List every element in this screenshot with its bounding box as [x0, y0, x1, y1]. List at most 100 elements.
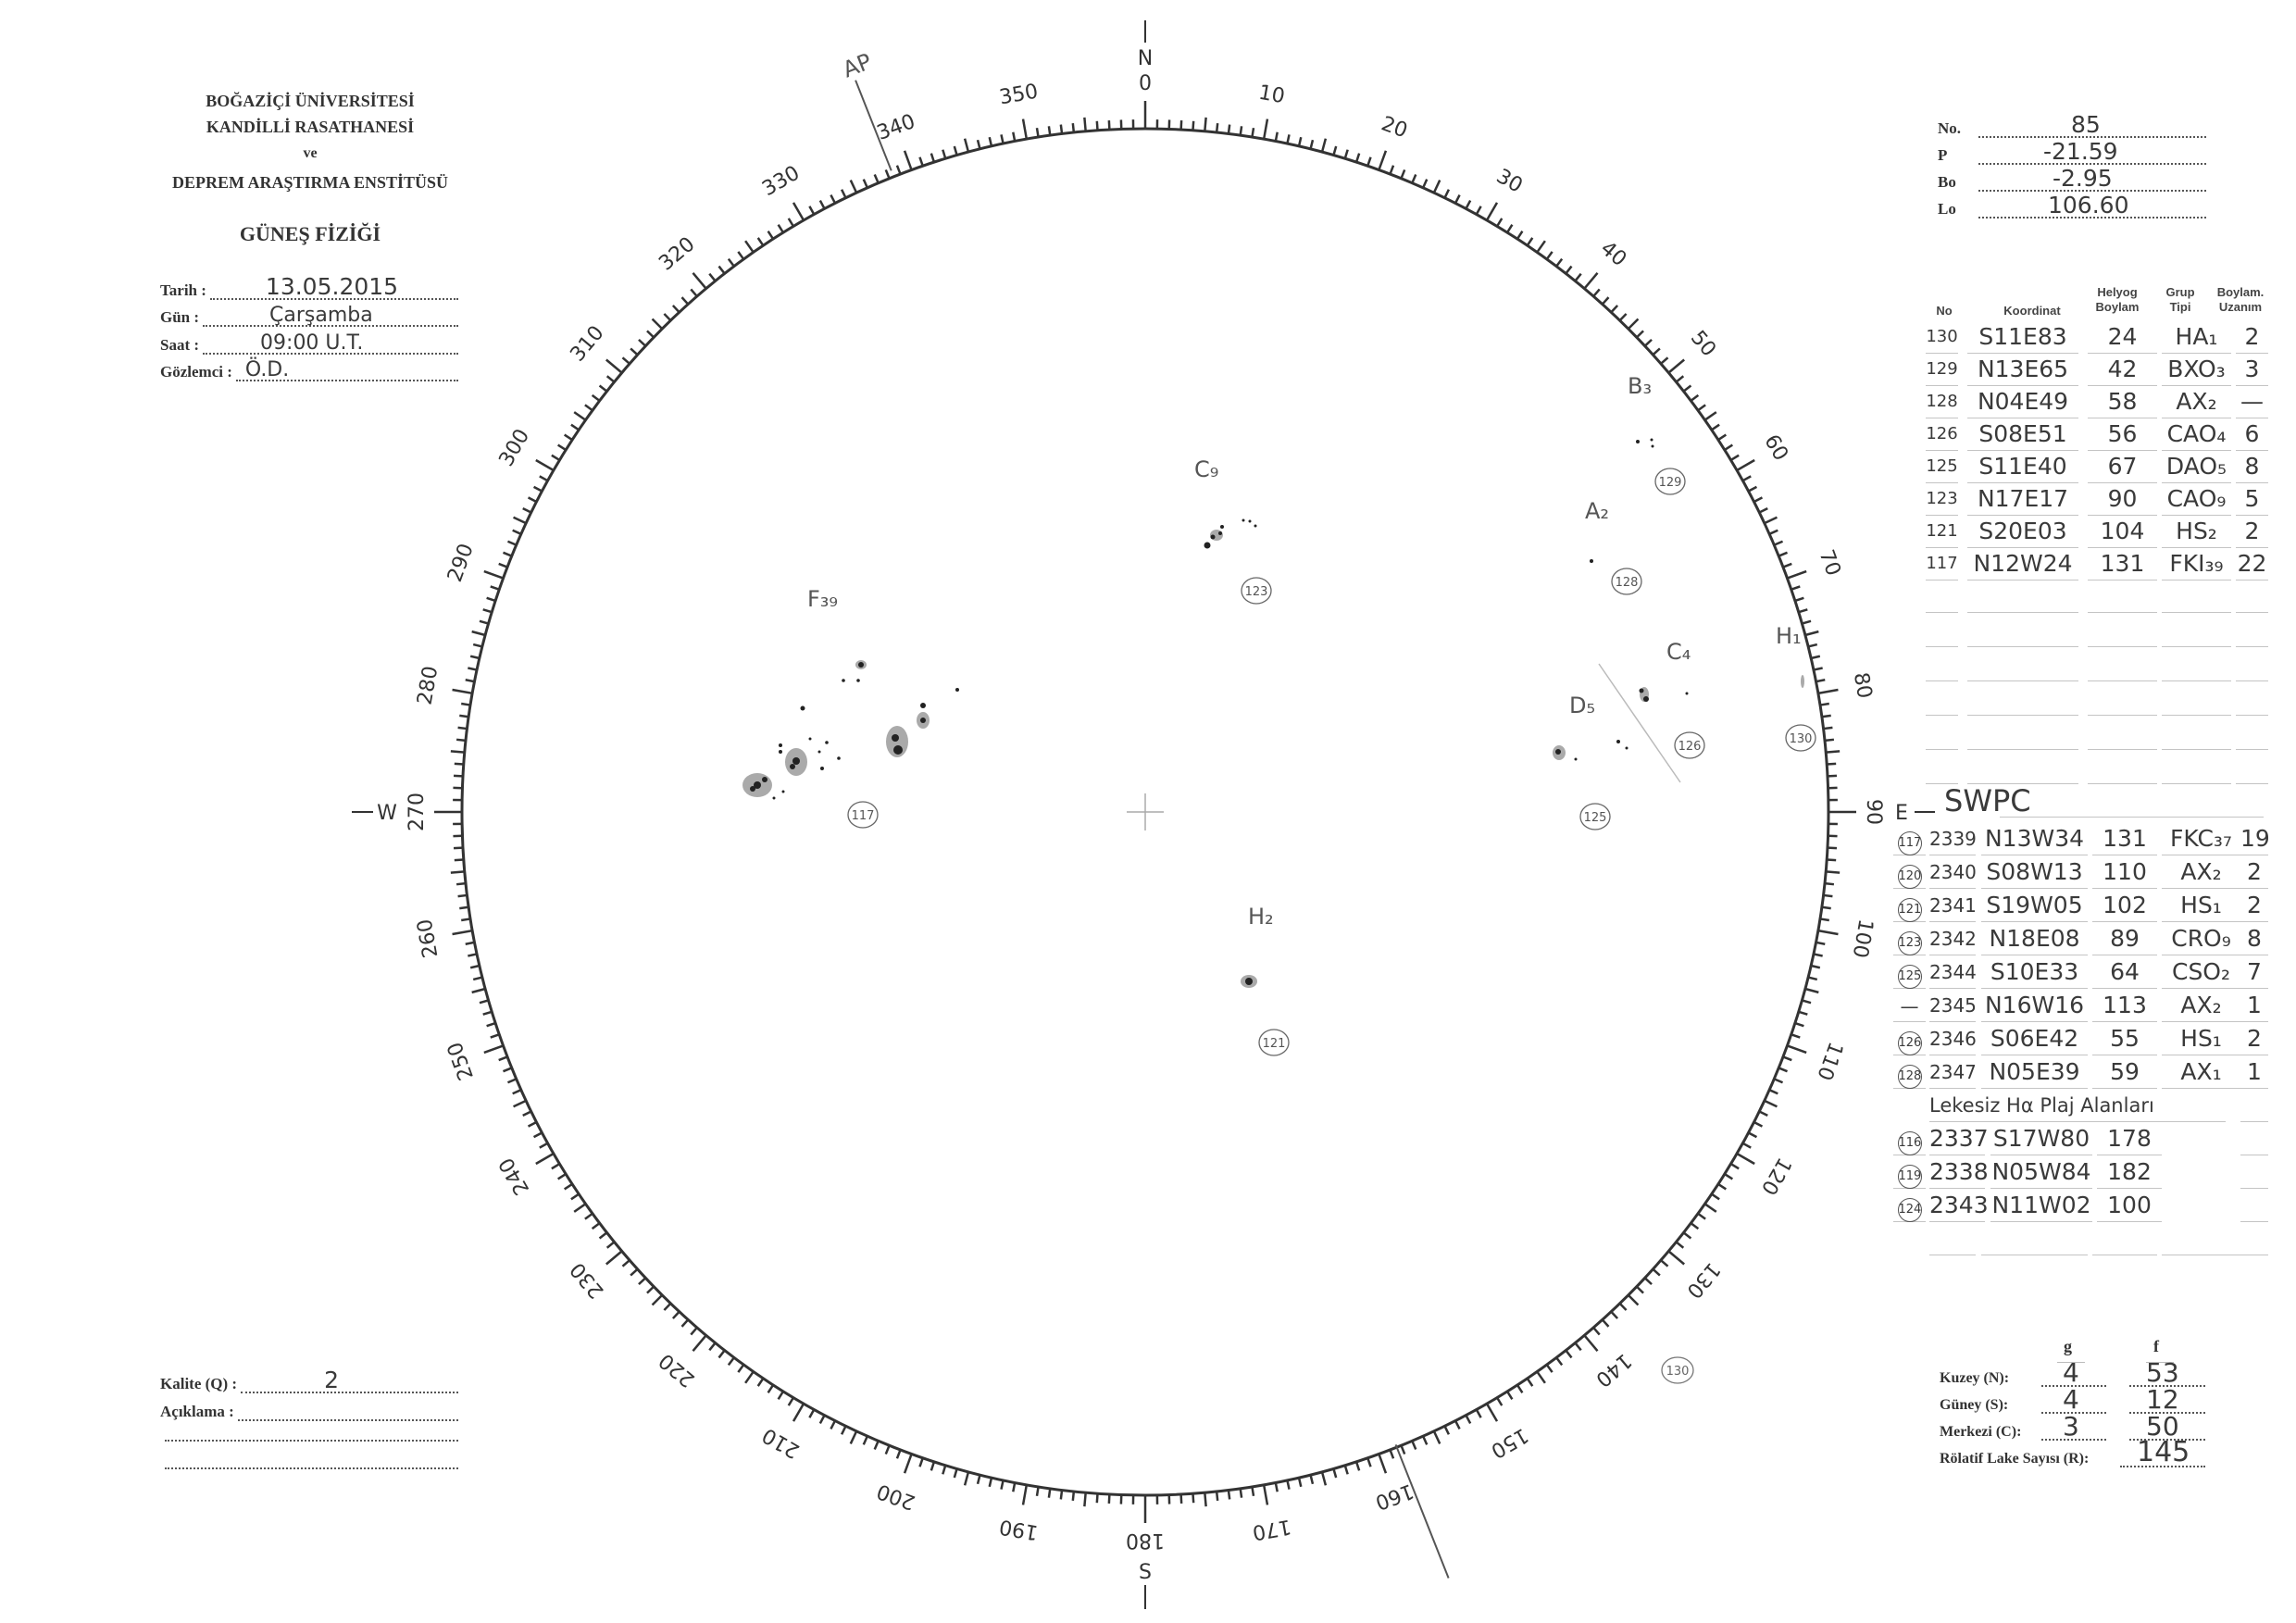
umbra [858, 662, 864, 668]
degree-tick [1627, 318, 1640, 331]
degree-tick [988, 136, 993, 147]
cell-coord: N04E49 [1967, 386, 2078, 418]
degree-tick [1047, 126, 1052, 136]
p-angle-field: P -21.59 [1938, 138, 2206, 165]
f-rule [2146, 1362, 2174, 1363]
cell-coord [1967, 615, 2078, 647]
group-separator-line [1598, 663, 1681, 783]
lo-value: 106.60 [2048, 192, 2129, 218]
degree-tick [630, 1267, 639, 1277]
degree-label: 0 [1139, 72, 1152, 95]
degree-tick [1618, 313, 1628, 321]
degree-tick [1389, 165, 1395, 175]
degree-tick [1411, 1440, 1417, 1451]
degree-tick [777, 1391, 784, 1401]
degree-tick [1475, 206, 1482, 216]
degree-tick [1536, 1370, 1546, 1384]
degree-tick [1000, 134, 1004, 144]
degree-tick [1297, 1477, 1303, 1488]
sunspot-group: F₃₉ 117 [742, 586, 959, 829]
sunspot-group: H₂ 121 [1241, 904, 1290, 1056]
group-row: 123 N17E17 90 CAO₉ 5 [1926, 484, 2268, 516]
ref-circle: 126 [1897, 1031, 1922, 1055]
degree-tick [1667, 358, 1685, 374]
cell-noaa: 2346 [1929, 1023, 1977, 1055]
degree-tick [1309, 1474, 1315, 1485]
cell-long: 64 [2092, 956, 2157, 989]
degree-tick [1660, 1259, 1669, 1267]
degree-tick [1443, 1425, 1451, 1435]
degree-tick [450, 750, 465, 754]
lo-label: Lo [1938, 200, 1956, 218]
swpc-row: 128 2347 N05E39 59 AX₁ 1 [1893, 1057, 2268, 1089]
degree-label: 270 [406, 793, 429, 831]
degree-tick [522, 1110, 532, 1117]
degree-tick [1802, 999, 1812, 1005]
degree-tick [556, 1173, 567, 1180]
north-spot-count: 53 [2146, 1357, 2179, 1388]
group-ref-number: 117 [852, 809, 875, 823]
degree-tick [1592, 1327, 1601, 1336]
cell-noaa: 2341 [1929, 890, 1977, 922]
degree-tick [598, 384, 608, 393]
degree-label: 70 [1815, 547, 1845, 580]
degree-tick [1824, 738, 1835, 743]
degree-tick [1682, 1231, 1692, 1240]
degree-label: 250 [443, 1039, 479, 1083]
degree-tick [1787, 569, 1807, 580]
swpc-row: 121 2341 S19W05 102 HS₁ 2 [1893, 890, 2268, 922]
degree-tick [1378, 150, 1388, 170]
cell-ext: — [2236, 386, 2268, 418]
degree-tick [756, 237, 765, 246]
degree-tick [455, 881, 467, 886]
degree-tick [605, 1250, 623, 1266]
degree-tick [527, 496, 538, 504]
umbra [842, 679, 845, 682]
cell-ext [2236, 649, 2268, 681]
degree-tick [1496, 1396, 1504, 1406]
cell-coord [1967, 581, 2078, 613]
degree-label: 90 [1862, 799, 1885, 825]
degree-tick [1204, 117, 1207, 131]
cell-type: FKC₃₇ [2162, 823, 2240, 855]
cell-coord [1967, 752, 2078, 784]
sunspot-group: H₁ 130 [1776, 623, 1816, 752]
degree-tick [1286, 134, 1291, 144]
degree-tick [1239, 126, 1243, 136]
cell-noaa: 2342 [1929, 923, 1977, 955]
cell-coord: N12W24 [1967, 548, 2078, 581]
degree-tick [1636, 330, 1644, 339]
degree-tick [1827, 774, 1838, 778]
group-label: D₅ [1569, 693, 1595, 718]
degree-tick [1819, 918, 1829, 922]
cell-ref: 124 [1893, 1190, 1926, 1222]
degree-tick [1703, 1203, 1717, 1213]
cell-ref: 123 [1893, 923, 1926, 955]
col-header-long-extent-2: Uzanım [2218, 300, 2263, 314]
degree-tick [605, 1241, 616, 1249]
cell-long [2092, 1223, 2157, 1255]
umbra [820, 767, 824, 770]
empty-row [1926, 650, 2268, 681]
degree-tick [1802, 619, 1812, 625]
group-ref-circle [1654, 468, 1686, 495]
cell-long: 131 [2092, 823, 2157, 855]
degree-tick [1601, 296, 1610, 306]
g-rule [2057, 1362, 2085, 1363]
umbra [772, 796, 776, 800]
cell-type: FKI₃₉ [2162, 548, 2231, 581]
degree-label: 110 [1812, 1039, 1847, 1083]
degree-tick [1703, 411, 1717, 421]
degree-tick [1697, 1212, 1706, 1220]
degree-label: 210 [758, 1423, 804, 1463]
degree-tick [472, 976, 483, 981]
swpc-title: SWPC [1944, 783, 2031, 818]
degree-tick [522, 506, 532, 514]
empty-row [1926, 718, 2268, 750]
degree-tick [1192, 1493, 1195, 1504]
cell-type [2162, 683, 2231, 716]
degree-tick [472, 643, 483, 648]
degree-tick [1565, 1349, 1573, 1359]
degree-tick [840, 189, 847, 199]
group-row: 129 N13E65 42 BXO₃ 3 [1926, 355, 2268, 386]
